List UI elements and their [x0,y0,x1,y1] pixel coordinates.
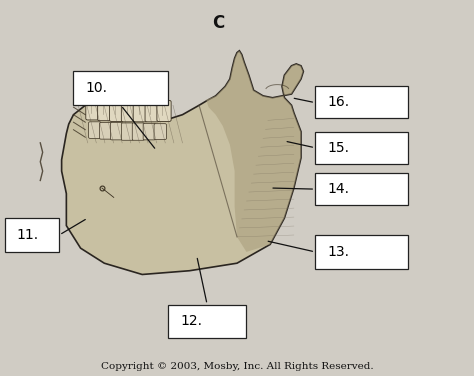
Text: 11.: 11. [17,228,39,242]
Text: C: C [212,14,224,32]
FancyBboxPatch shape [121,99,136,122]
FancyBboxPatch shape [315,132,408,164]
FancyBboxPatch shape [315,235,408,269]
Text: 16.: 16. [327,96,349,109]
Polygon shape [206,51,303,252]
Polygon shape [62,51,303,274]
FancyBboxPatch shape [100,123,112,139]
FancyBboxPatch shape [315,173,408,205]
FancyBboxPatch shape [86,99,100,120]
FancyBboxPatch shape [168,305,246,338]
FancyBboxPatch shape [143,123,155,140]
FancyBboxPatch shape [109,100,124,121]
Text: 10.: 10. [85,81,107,96]
Text: 15.: 15. [327,141,349,155]
FancyBboxPatch shape [132,123,145,140]
FancyBboxPatch shape [73,71,168,105]
FancyBboxPatch shape [157,100,171,121]
Text: 12.: 12. [180,314,202,329]
FancyBboxPatch shape [133,99,147,122]
FancyBboxPatch shape [121,123,134,140]
FancyBboxPatch shape [110,123,123,140]
Text: 13.: 13. [327,245,349,259]
Text: Copyright © 2003, Mosby, Inc. All Rights Reserved.: Copyright © 2003, Mosby, Inc. All Rights… [100,362,374,371]
FancyBboxPatch shape [5,218,59,252]
FancyBboxPatch shape [315,86,408,118]
FancyBboxPatch shape [154,124,166,139]
FancyBboxPatch shape [89,122,101,138]
FancyBboxPatch shape [98,100,112,121]
FancyBboxPatch shape [145,99,159,122]
Text: 14.: 14. [327,182,349,196]
